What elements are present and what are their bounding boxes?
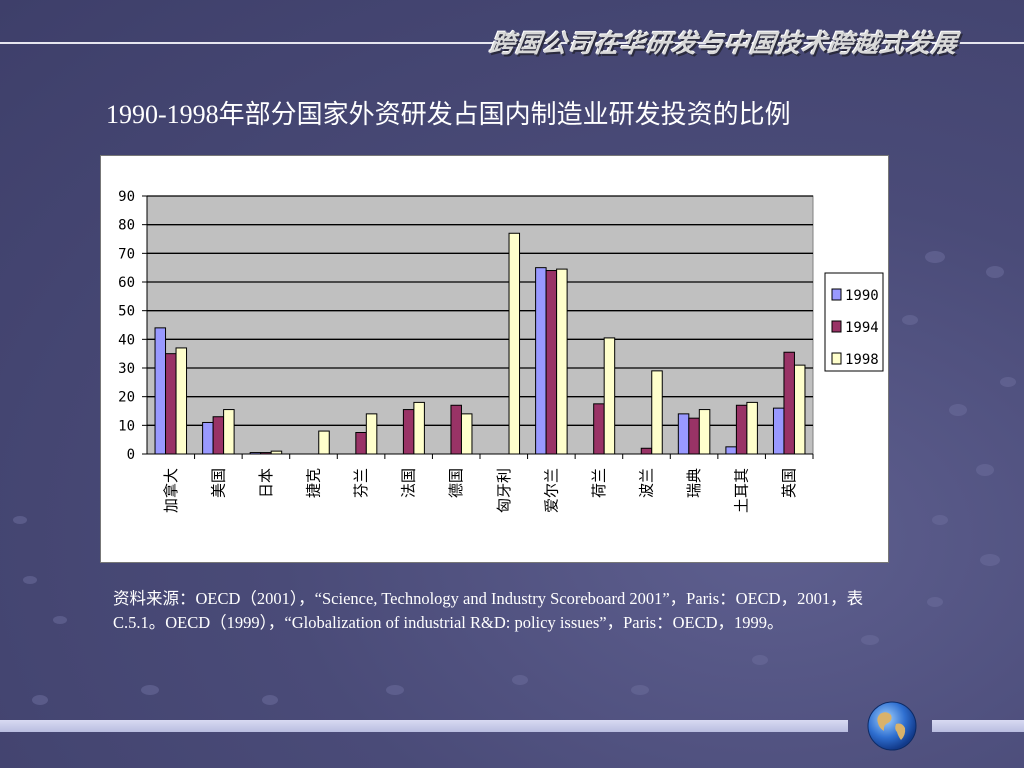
y-tick-label: 30 bbox=[118, 361, 135, 377]
bar-1998 bbox=[508, 232, 521, 455]
x-tick-label: 德国 bbox=[447, 468, 465, 498]
bar-1994 bbox=[212, 416, 225, 455]
bar-1998 bbox=[651, 370, 663, 455]
y-tick-label: 60 bbox=[118, 275, 135, 291]
bar-1998 bbox=[603, 337, 616, 455]
bar-1990 bbox=[154, 327, 167, 455]
x-tick-label: 美国 bbox=[209, 468, 227, 498]
legend-swatch-1994 bbox=[831, 320, 842, 333]
source-note: 资料来源：OECD（2001），“Science, Technology and… bbox=[113, 589, 864, 632]
bar-1994 bbox=[165, 353, 177, 455]
bar-1990 bbox=[202, 421, 214, 455]
bar-1994 bbox=[688, 417, 700, 455]
y-tick-label: 0 bbox=[127, 447, 135, 463]
y-tick-label: 70 bbox=[118, 246, 135, 262]
legend-label: 1998 bbox=[845, 352, 879, 368]
bottom-bar-right bbox=[932, 720, 1024, 732]
y-tick-label: 20 bbox=[118, 390, 135, 406]
bar-1998 bbox=[223, 409, 235, 455]
bar-1994 bbox=[593, 403, 605, 455]
bar-chart: 0 10 20 30 40 50 60 70 80 90 加拿大 美国 日本 捷克 芬兰 法国 德国 匈牙利 爱尔兰… bbox=[118, 189, 884, 513]
y-tick-label: 50 bbox=[118, 304, 135, 320]
chart-frame: 0 10 20 30 40 50 60 70 80 90 加拿大 美国 日本 捷克 芬兰 法国 德国 匈牙利 爱尔兰… bbox=[100, 155, 889, 563]
legend-swatch-1990 bbox=[831, 288, 842, 301]
x-tick-label: 荷兰 bbox=[590, 468, 608, 498]
x-tick-label: 日本 bbox=[257, 468, 275, 498]
bar-1998 bbox=[793, 364, 806, 455]
bar-1998 bbox=[413, 401, 425, 455]
bar-1998 bbox=[270, 450, 283, 455]
bar-1994 bbox=[260, 452, 272, 455]
bottom-bar bbox=[0, 720, 848, 732]
x-tick-label: 英国 bbox=[780, 468, 798, 498]
bar-1994 bbox=[545, 270, 558, 455]
bar-1998 bbox=[460, 413, 473, 455]
y-tick-label: 80 bbox=[118, 218, 135, 234]
bar-1998 bbox=[365, 413, 378, 455]
x-tick-label: 捷克 bbox=[305, 468, 323, 498]
slide-title: 1990-1998年部分国家外资研发占国内制造业研发投资的比例 bbox=[106, 100, 791, 129]
bar-1998 bbox=[318, 430, 330, 455]
x-tick-label: 波兰 bbox=[638, 468, 656, 498]
bar-1994 bbox=[735, 404, 748, 455]
x-tick-label: 匈牙利 bbox=[495, 468, 513, 513]
x-tick-label: 芬兰 bbox=[352, 468, 370, 498]
bar-1998 bbox=[746, 401, 758, 455]
bar-1990 bbox=[249, 452, 262, 455]
globe-icon bbox=[867, 701, 917, 751]
y-tick-label: 40 bbox=[118, 332, 135, 348]
bar-1998 bbox=[175, 347, 188, 455]
y-tick-label: 90 bbox=[118, 189, 135, 205]
x-tick-label: 法国 bbox=[400, 468, 418, 498]
bar-1990 bbox=[535, 267, 547, 455]
bar-1994 bbox=[783, 351, 795, 455]
bar-1998 bbox=[556, 268, 568, 455]
x-tick-label: 加拿大 bbox=[162, 468, 180, 513]
legend-label: 1990 bbox=[845, 288, 879, 304]
bar-1998 bbox=[698, 409, 711, 455]
x-tick-label: 爱尔兰 bbox=[542, 468, 560, 513]
legend-swatch-1998 bbox=[831, 352, 842, 365]
bar-1990 bbox=[677, 413, 690, 455]
bar-1994 bbox=[450, 404, 462, 455]
y-tick-label: 10 bbox=[118, 418, 135, 434]
plot-area bbox=[146, 195, 814, 455]
bar-1994 bbox=[355, 432, 367, 455]
legend-label: 1994 bbox=[845, 320, 879, 336]
bar-1994 bbox=[402, 409, 415, 455]
header-title: 跨国公司在华研发与中国技术跨越式发展 bbox=[487, 29, 960, 58]
x-tick-label: 瑞典 bbox=[685, 468, 703, 498]
x-tick-label: 土耳其 bbox=[733, 468, 751, 513]
bar-1994 bbox=[640, 447, 653, 455]
bar-1990 bbox=[725, 446, 737, 455]
bar-1990 bbox=[772, 407, 785, 455]
top-rule bbox=[0, 42, 1024, 44]
